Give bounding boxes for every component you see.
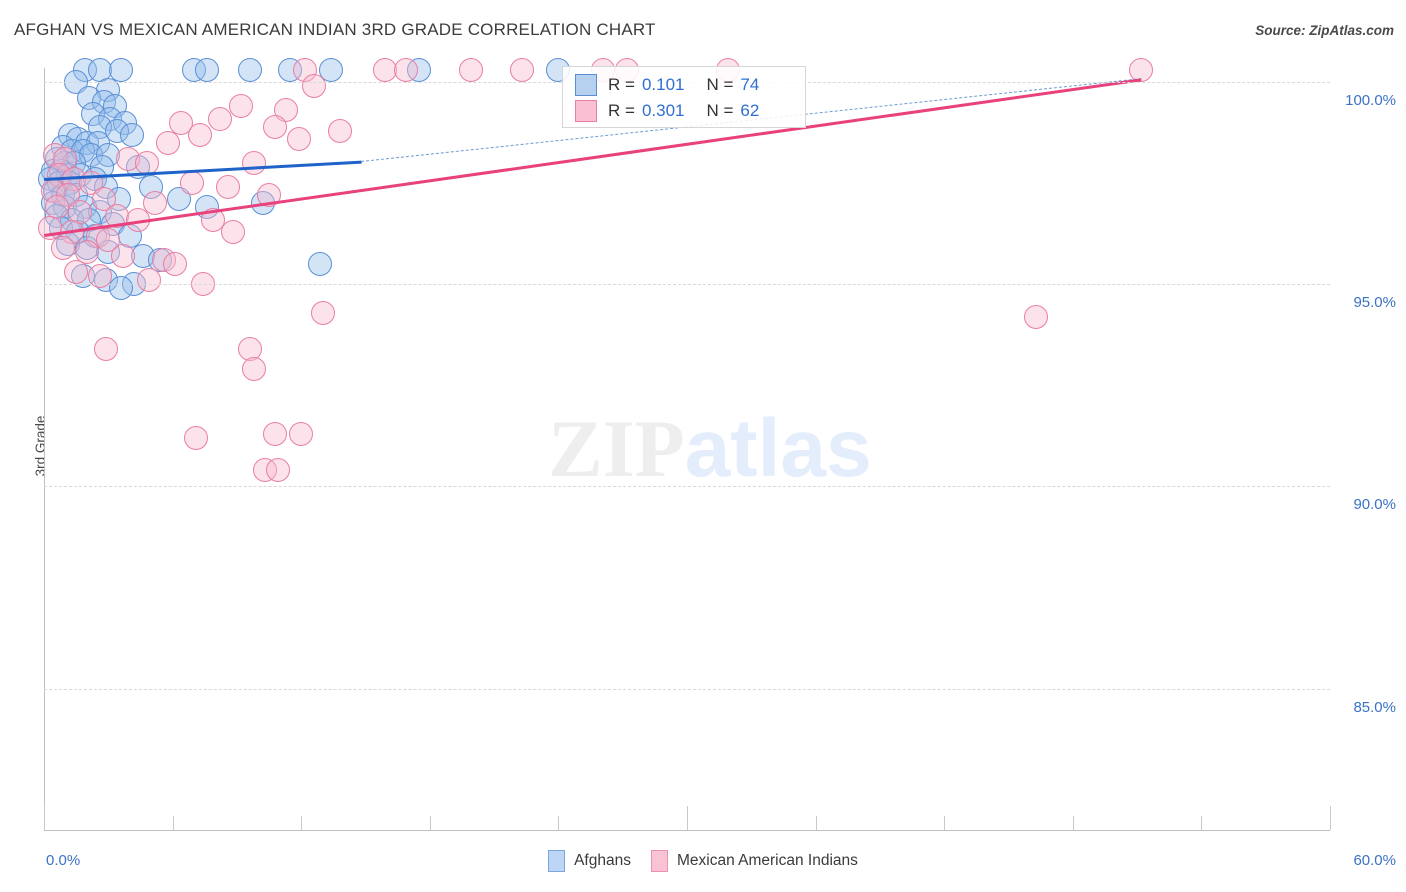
y-axis-tick-label: 90.0% xyxy=(1353,496,1396,514)
scatter-point[interactable] xyxy=(263,114,288,139)
scatter-point[interactable] xyxy=(184,425,209,450)
scatter-point[interactable] xyxy=(289,421,314,446)
legend-swatch-blue xyxy=(575,74,597,96)
scatter-point[interactable] xyxy=(126,207,151,232)
legend-n-key-pink: N = xyxy=(706,101,734,120)
scatter-point[interactable] xyxy=(156,130,181,155)
x-axis-min-label: 0.0% xyxy=(46,852,81,869)
scatter-point[interactable] xyxy=(137,268,162,293)
legend-r-key-blue: R = xyxy=(608,75,635,94)
scatter-point[interactable] xyxy=(237,58,262,83)
scatter-point[interactable] xyxy=(242,357,267,382)
x-axis-tick xyxy=(1330,806,1331,830)
scatter-point[interactable] xyxy=(109,58,134,83)
legend-n-value-blue: 74 xyxy=(740,75,760,94)
scatter-point[interactable] xyxy=(74,239,99,264)
scatter-point[interactable] xyxy=(1024,304,1049,329)
scatter-point[interactable] xyxy=(194,58,219,83)
scatter-point[interactable] xyxy=(257,183,282,208)
x-axis-tick xyxy=(687,806,688,830)
plot-area xyxy=(38,58,1330,830)
scatter-point[interactable] xyxy=(229,94,254,119)
legend-item-mexican-american-indians[interactable]: Mexican American Indians xyxy=(650,850,858,872)
legend-row-mexican-american-indians: R = 0.301 N = 62 xyxy=(575,98,759,124)
x-axis-tick xyxy=(429,816,431,830)
scatter-point[interactable] xyxy=(263,421,288,446)
scatter-point[interactable] xyxy=(111,243,136,268)
legend-r-value-blue: 0.101 xyxy=(641,75,685,94)
gridline xyxy=(44,486,1330,488)
scatter-point[interactable] xyxy=(109,276,134,301)
gridline xyxy=(44,284,1330,286)
correlation-legend: R = 0.101 N = 74 R = 0.301 N = 62 xyxy=(562,66,806,128)
y-axis-tick-label: 95.0% xyxy=(1353,294,1396,312)
scatter-point[interactable] xyxy=(162,252,187,277)
scatter-point[interactable] xyxy=(308,252,333,277)
legend-r-value-pink: 0.301 xyxy=(641,101,685,120)
x-axis-max-label: 60.0% xyxy=(1353,852,1396,869)
x-axis-tick xyxy=(944,816,946,830)
gridline xyxy=(44,688,1330,690)
x-axis-tick xyxy=(44,806,45,830)
y-axis-line xyxy=(44,68,45,830)
scatter-point[interactable] xyxy=(458,58,483,83)
scatter-point[interactable] xyxy=(44,195,69,220)
x-axis-tick xyxy=(1201,816,1203,830)
scatter-point[interactable] xyxy=(220,219,245,244)
scatter-point[interactable] xyxy=(87,58,112,83)
legend-r-key-pink: R = xyxy=(608,101,635,120)
scatter-point[interactable] xyxy=(119,122,144,147)
series-legend: Afghans Mexican American Indians xyxy=(0,850,1406,872)
scatter-point[interactable] xyxy=(327,118,352,143)
source-attribution: Source: ZipAtlas.com xyxy=(1255,23,1394,38)
x-axis-tick xyxy=(172,816,174,830)
legend-item-afghans[interactable]: Afghans xyxy=(548,850,631,872)
scatter-point[interactable] xyxy=(242,150,267,175)
y-axis-tick-label: 100.0% xyxy=(1345,92,1396,110)
x-axis-tick xyxy=(1072,816,1074,830)
x-axis-tick xyxy=(558,816,560,830)
legend-color-box-afghans xyxy=(548,850,566,872)
page-title: AFGHAN VS MEXICAN AMERICAN INDIAN 3RD GR… xyxy=(14,20,656,39)
legend-n-value-pink: 62 xyxy=(740,101,760,120)
x-axis-tick xyxy=(815,816,817,830)
scatter-point[interactable] xyxy=(87,264,112,289)
scatter-point[interactable] xyxy=(237,336,262,361)
scatter-point[interactable] xyxy=(179,171,204,196)
legend-row-afghans: R = 0.101 N = 74 xyxy=(575,72,759,98)
x-axis-tick xyxy=(301,816,303,830)
scatter-point[interactable] xyxy=(302,74,327,99)
scatter-point[interactable] xyxy=(143,191,168,216)
scatter-point[interactable] xyxy=(372,58,397,83)
y-axis-tick-label: 85.0% xyxy=(1353,698,1396,716)
scatter-point[interactable] xyxy=(509,58,534,83)
legend-label-mexican-american-indians: Mexican American Indians xyxy=(676,852,858,869)
scatter-point[interactable] xyxy=(64,260,89,285)
scatter-point[interactable] xyxy=(38,215,63,240)
scatter-point[interactable] xyxy=(188,122,213,147)
scatter-point[interactable] xyxy=(1129,58,1154,83)
legend-color-box-mexican-american-indians xyxy=(650,850,668,872)
legend-swatch-pink xyxy=(575,100,597,122)
scatter-point[interactable] xyxy=(265,458,290,483)
scatter-point[interactable] xyxy=(287,126,312,151)
legend-n-key-blue: N = xyxy=(706,75,734,94)
scatter-point[interactable] xyxy=(94,336,119,361)
legend-label-afghans: Afghans xyxy=(574,852,631,869)
scatter-point[interactable] xyxy=(310,300,335,325)
scatter-point[interactable] xyxy=(394,58,419,83)
x-axis-line xyxy=(44,830,1330,831)
scatter-point[interactable] xyxy=(134,150,159,175)
scatter-point[interactable] xyxy=(207,106,232,131)
scatter-point[interactable] xyxy=(216,175,241,200)
scatter-point[interactable] xyxy=(51,235,76,260)
